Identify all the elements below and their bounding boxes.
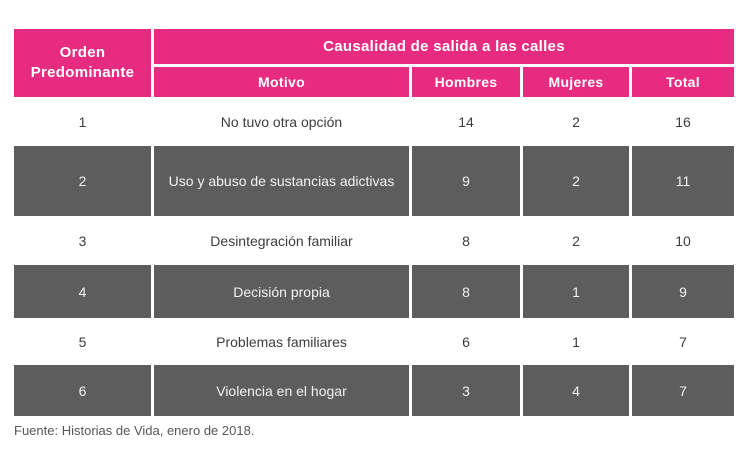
hombres-header-cell: Hombres [412, 67, 520, 97]
motivo-cell: No tuvo otra opción [220, 113, 343, 130]
data-table: Orden Predominante Causalidad de salida … [14, 29, 734, 416]
mujeres-cell: 2 [523, 146, 629, 216]
orden-cell: 4 [14, 265, 151, 318]
total-cell: 7 [679, 333, 687, 350]
total-cell: 9 [632, 265, 734, 318]
hombres-cell: 14 [458, 113, 474, 130]
total-cell: 10 [675, 232, 691, 249]
orden-predominante-header-cell: Orden Predominante [14, 29, 151, 97]
orden-cell: 5 [78, 333, 87, 350]
motivo-cell: Decisión propia [154, 265, 409, 318]
table-header: Orden Predominante Causalidad de salida … [14, 29, 734, 97]
table-row: 2 Uso y abuso de sustancias adictivas 9 … [14, 146, 734, 216]
table-row: 3 Desintegración familiar 8 2 10 [14, 216, 734, 265]
mujeres-cell: 2 [572, 232, 580, 249]
motivo-cell: Desintegración familiar [210, 232, 353, 249]
orden-cell: 6 [14, 365, 151, 416]
orden-cell: 2 [14, 146, 151, 216]
hombres-cell: 6 [462, 333, 470, 350]
total-cell: 16 [675, 113, 691, 130]
mujeres-cell: 2 [572, 113, 580, 130]
orden-cell: 3 [78, 232, 87, 249]
table-row: 1 No tuvo otra opción 14 2 16 [14, 97, 734, 146]
causalidad-header-cell: Causalidad de salida a las calles [154, 29, 734, 64]
hombres-cell: 9 [412, 146, 520, 216]
hombres-cell: 8 [412, 265, 520, 318]
mujeres-cell: 1 [523, 265, 629, 318]
table-body: 1 No tuvo otra opción 14 2 16 2 Uso y ab… [14, 97, 734, 416]
hombres-cell: 3 [412, 365, 520, 416]
motivo-header-cell: Motivo [154, 67, 409, 97]
table-row: 4 Decisión propia 8 1 9 [14, 265, 734, 318]
motivo-cell: Violencia en el hogar [154, 365, 409, 416]
mujeres-header-cell: Mujeres [523, 67, 629, 97]
motivo-cell: Uso y abuso de sustancias adictivas [154, 146, 409, 216]
mujeres-cell: 1 [572, 333, 580, 350]
total-cell: 7 [632, 365, 734, 416]
total-header-cell: Total [632, 67, 734, 97]
total-cell: 11 [632, 146, 734, 216]
mujeres-cell: 4 [523, 365, 629, 416]
causalidad-header-group: Causalidad de salida a las calles Motivo… [154, 29, 734, 97]
table-row: 5 Problemas familiares 6 1 7 [14, 318, 734, 365]
source-note: Fuente: Historias de Vida, enero de 2018… [14, 423, 255, 438]
table-row: 6 Violencia en el hogar 3 4 7 [14, 365, 734, 416]
motivo-cell: Problemas familiares [216, 333, 347, 350]
hombres-cell: 8 [462, 232, 470, 249]
orden-cell: 1 [78, 113, 87, 130]
subheader-row: Motivo Hombres Mujeres Total [154, 67, 734, 97]
